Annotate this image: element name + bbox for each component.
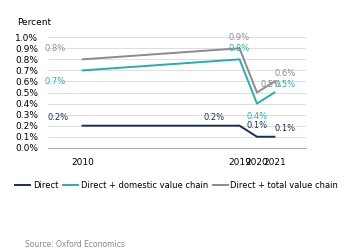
Text: 0.1%: 0.1%: [275, 124, 296, 133]
Text: 0.7%: 0.7%: [44, 77, 65, 86]
Line: Direct + total value chain: Direct + total value chain: [83, 48, 274, 92]
Text: 0.5%: 0.5%: [275, 80, 296, 89]
Text: 0.1%: 0.1%: [246, 121, 267, 130]
Direct: [80, 124, 85, 127]
Text: 0.5%: 0.5%: [260, 80, 281, 89]
Direct + domestic value chain: [255, 102, 259, 105]
Legend: Direct, Direct + domestic value chain, Direct + total value chain: Direct, Direct + domestic value chain, D…: [12, 178, 342, 193]
Text: Source: Oxford Economics: Source: Oxford Economics: [25, 240, 124, 249]
Line: Direct: Direct: [83, 126, 274, 137]
Text: 0.6%: 0.6%: [275, 69, 296, 78]
Direct + domestic value chain: [237, 58, 241, 61]
Direct: [272, 135, 276, 138]
Direct + total value chain: [255, 91, 259, 94]
Direct + total value chain: [80, 58, 85, 61]
Direct: [237, 124, 241, 127]
Direct + total value chain: [272, 80, 276, 83]
Direct: [255, 135, 259, 138]
Direct + domestic value chain: [272, 91, 276, 94]
Text: 0.4%: 0.4%: [246, 112, 267, 120]
Text: 0.8%: 0.8%: [229, 44, 250, 53]
Text: 0.2%: 0.2%: [47, 113, 68, 122]
Direct + domestic value chain: [80, 69, 85, 72]
Text: 0.2%: 0.2%: [204, 113, 225, 122]
Text: Percent: Percent: [17, 18, 51, 27]
Line: Direct + domestic value chain: Direct + domestic value chain: [83, 59, 274, 104]
Direct + total value chain: [237, 47, 241, 50]
Text: 0.9%: 0.9%: [229, 33, 250, 42]
Text: 0.8%: 0.8%: [44, 44, 65, 53]
